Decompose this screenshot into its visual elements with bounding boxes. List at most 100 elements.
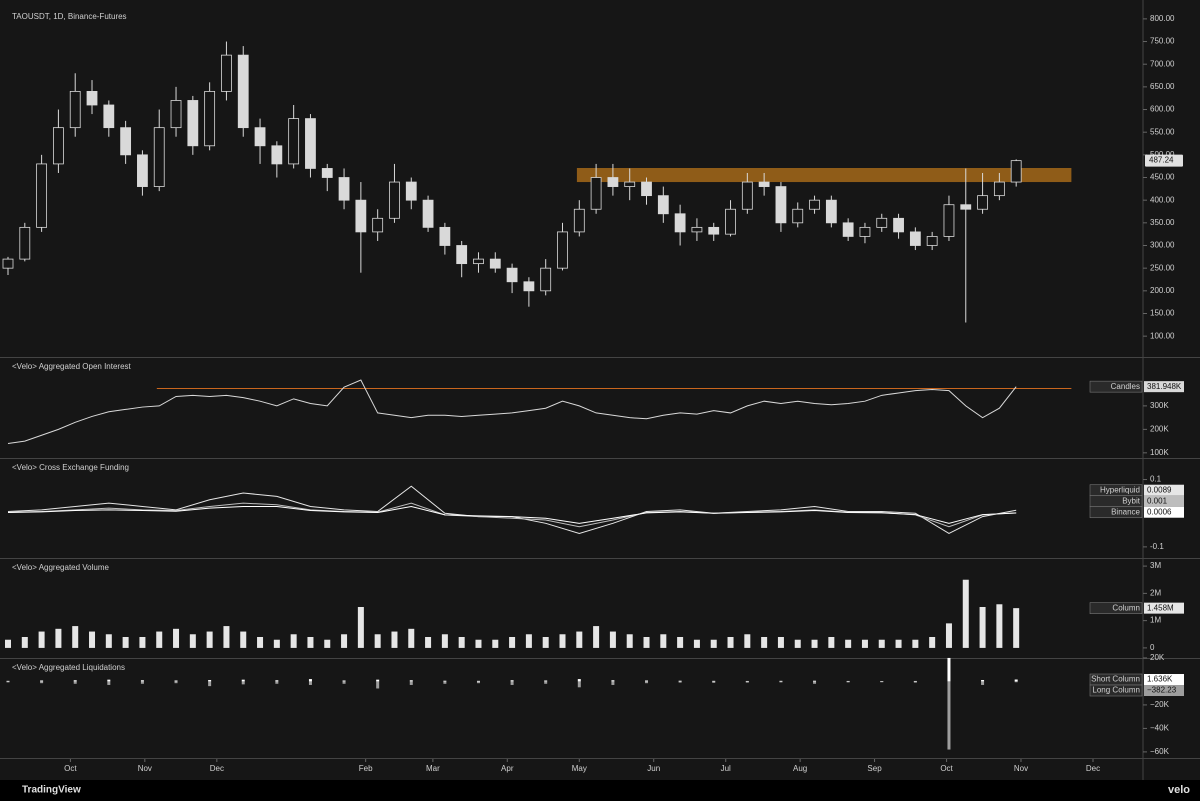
y-tick-label: 600.00	[1150, 105, 1175, 114]
bar	[712, 681, 716, 683]
bar	[441, 634, 448, 648]
candle-body	[19, 226, 31, 260]
y-tick-label: 650.00	[1150, 82, 1175, 91]
bar	[677, 637, 684, 648]
candle-body	[187, 100, 199, 147]
bar	[895, 639, 902, 648]
bar	[21, 637, 28, 648]
bar	[577, 679, 581, 682]
candle-body	[103, 104, 115, 129]
bar	[189, 634, 196, 648]
bar	[156, 631, 163, 648]
candle-body	[372, 217, 384, 233]
bar	[542, 637, 549, 648]
bar	[206, 631, 213, 648]
bar	[947, 681, 951, 750]
bar	[979, 607, 986, 648]
bar	[208, 681, 212, 687]
legend-value: 1.636K	[1147, 675, 1173, 684]
bar	[374, 634, 381, 648]
bar	[912, 639, 919, 648]
y-tick-label: 2M	[1150, 588, 1161, 597]
candle-body	[338, 177, 350, 201]
source: velo	[1168, 784, 1190, 796]
bar	[122, 637, 129, 648]
x-tick-label: Jul	[721, 764, 731, 773]
y-tick-label: 200.00	[1150, 286, 1175, 295]
bar	[913, 680, 917, 682]
candle-body	[859, 226, 871, 237]
bar	[376, 679, 380, 682]
y-tick-label: 300.00	[1150, 241, 1175, 250]
legend-value-box	[1144, 685, 1184, 697]
x-tick-label: Mar	[426, 764, 440, 773]
bar	[476, 680, 480, 682]
series-line	[7, 379, 1017, 444]
candle-body	[893, 217, 904, 233]
candle-body	[607, 177, 619, 187]
candle-body	[506, 267, 518, 283]
bar	[845, 639, 852, 648]
bar	[996, 604, 1003, 648]
candle-body	[355, 199, 367, 233]
bar	[981, 681, 985, 685]
x-tick-label: Nov	[138, 764, 152, 773]
y-tick-label: 1M	[1150, 616, 1161, 625]
legend-name-box	[1089, 506, 1143, 519]
legend-value: 0.0089	[1147, 485, 1172, 494]
bar	[6, 680, 10, 682]
bar	[813, 681, 817, 684]
series-line	[7, 505, 1017, 524]
resistance-zone	[576, 167, 1072, 183]
bar	[861, 639, 868, 648]
bar	[308, 681, 312, 685]
x-tick-label: Dec	[210, 764, 224, 773]
bar	[38, 631, 45, 648]
candle-body	[1010, 160, 1022, 183]
candle-body	[540, 267, 552, 292]
bar	[208, 680, 212, 682]
bar	[308, 679, 312, 682]
candle-body	[86, 90, 98, 106]
candle-body	[456, 245, 468, 265]
bar	[777, 637, 784, 648]
candle-body	[2, 258, 14, 269]
legend-value-box	[1144, 674, 1184, 686]
bar	[476, 681, 480, 684]
panel-title: <Velo> Aggregated Liquidations	[12, 663, 125, 672]
candle-body	[288, 118, 300, 165]
bar	[811, 639, 818, 648]
bar	[443, 680, 447, 682]
bar	[846, 680, 850, 682]
candle-body	[523, 281, 535, 292]
bar	[6, 681, 10, 683]
bar	[913, 681, 917, 683]
candle-body	[237, 54, 249, 129]
candle-body	[204, 90, 216, 147]
legend-value: −382.23	[1147, 686, 1177, 695]
candle-body	[624, 181, 636, 187]
panel-title: <Velo> Cross Exchange Funding	[12, 463, 129, 472]
candle-body	[405, 181, 417, 201]
candle-body	[708, 226, 720, 235]
brand: TradingView	[22, 785, 81, 796]
candle-body	[960, 204, 972, 210]
legend-value: 0.001	[1147, 496, 1168, 505]
bar	[611, 680, 615, 682]
bar	[609, 631, 616, 648]
bar	[40, 680, 44, 682]
panel-title: TAOUSDT, 1D, Binance-Futures	[12, 12, 127, 21]
bar	[1013, 608, 1020, 648]
footer-bar	[0, 780, 1200, 801]
legend-value-box	[1144, 381, 1184, 393]
bar	[611, 681, 615, 685]
bar	[223, 626, 230, 648]
y-tick-label: 550.00	[1150, 127, 1175, 136]
bar	[559, 634, 566, 648]
last-price-label: 487.24	[1149, 156, 1174, 165]
y-tick-label: 0	[1150, 643, 1155, 652]
bar	[409, 681, 413, 685]
panel-title: <Velo> Aggregated Open Interest	[12, 362, 132, 371]
